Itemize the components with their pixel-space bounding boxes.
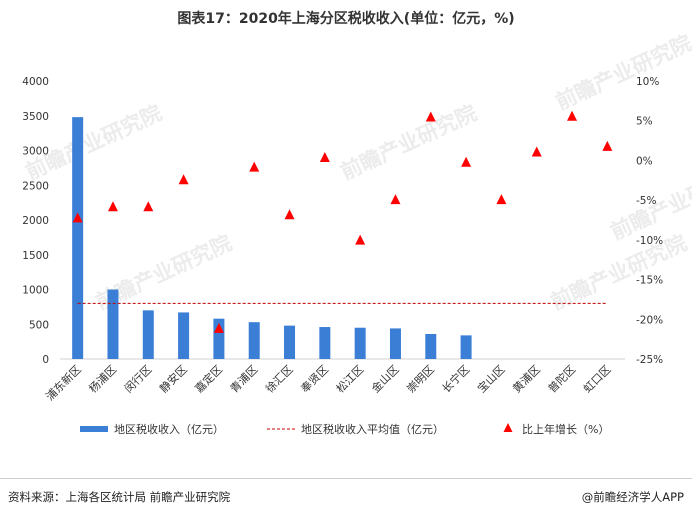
- growth-marker-11: [425, 111, 436, 122]
- y-right-tick-label: 0%: [636, 155, 653, 167]
- legend-growth-label: 比上年增长（%）: [522, 422, 609, 436]
- category-label: 金山区: [368, 362, 401, 395]
- bar-7: [284, 325, 296, 359]
- y-right-tick-label: -20%: [636, 314, 663, 326]
- bar-10: [389, 328, 401, 359]
- y-left-tick-label: 0: [42, 354, 49, 366]
- source-note: 资料来源：上海各区统计局 前瞻产业研究院: [8, 490, 231, 504]
- category-label: 长宁区: [439, 362, 472, 395]
- bar-2: [107, 289, 119, 359]
- growth-marker-14: [531, 146, 542, 157]
- bar-8: [319, 327, 331, 359]
- y-right-tick-label: 5%: [636, 116, 653, 128]
- category-label: 崇明区: [404, 363, 437, 396]
- growth-marker-5: [213, 322, 224, 333]
- y-right-tick-label: -5%: [636, 195, 656, 207]
- category-label: 静安区: [156, 362, 189, 395]
- growth-marker-16: [602, 140, 613, 151]
- category-label: 杨浦区: [86, 362, 119, 395]
- growth-marker-8: [319, 152, 330, 163]
- brand-credit: @前瞻经济学人APP: [581, 490, 684, 504]
- category-label: 浦东新区: [43, 362, 84, 403]
- chart-title: 图表17：2020年上海分区税收收入(单位：亿元，%): [177, 11, 515, 27]
- bar-12: [460, 335, 472, 359]
- y-right-tick-label: -15%: [636, 275, 663, 287]
- y-left-tick-label: 500: [29, 319, 49, 331]
- growth-marker-4: [178, 174, 189, 185]
- growth-marker-3: [143, 201, 154, 212]
- watermark-text: 前瞻产业研究院: [552, 31, 692, 115]
- legend-bar-label: 地区税收收入（亿元）: [114, 422, 224, 436]
- category-label: 青浦区: [228, 363, 261, 396]
- y-left-tick-label: 3500: [22, 111, 49, 123]
- legend-bar-swatch: [80, 426, 108, 432]
- category-label: 徐汇区: [262, 362, 295, 395]
- bar-3: [142, 310, 154, 359]
- y-left-tick-label: 1500: [22, 250, 49, 262]
- bar-9: [354, 327, 366, 359]
- footer-divider: [0, 478, 692, 479]
- bar-6: [248, 322, 260, 359]
- bar-5: [213, 318, 225, 359]
- growth-marker-1: [72, 212, 83, 223]
- category-label: 黄浦区: [510, 362, 543, 395]
- y-right-tick-label: 10%: [636, 76, 659, 88]
- category-label: 闵行区: [121, 362, 154, 395]
- category-label: 松江区: [333, 362, 366, 395]
- bar-1: [72, 117, 84, 359]
- legend-average-label: 地区税收收入平均值（亿元）: [301, 422, 444, 436]
- y-right-tick-label: -25%: [636, 354, 663, 366]
- y-right-tick-label: -10%: [636, 235, 663, 247]
- growth-marker-9: [355, 234, 366, 245]
- y-left-tick-label: 1000: [22, 285, 49, 297]
- category-label: 普陀区: [545, 362, 578, 395]
- y-left-tick-label: 4000: [22, 76, 49, 88]
- watermark-text: 前瞻产业研究院: [337, 101, 480, 185]
- category-label: 虹口区: [581, 363, 614, 396]
- legend-growth-swatch: [503, 423, 513, 432]
- y-left-tick-label: 3000: [22, 146, 49, 158]
- y-left-tick-label: 2000: [22, 215, 49, 227]
- growth-marker-10: [390, 194, 401, 205]
- category-label: 嘉定区: [192, 362, 225, 395]
- growth-marker-6: [249, 161, 260, 172]
- y-left-tick-label: 2500: [22, 180, 49, 192]
- bar-4: [178, 312, 190, 359]
- category-label: 宝山区: [474, 362, 507, 395]
- growth-marker-13: [496, 194, 507, 205]
- category-label: 奉贤区: [298, 362, 331, 395]
- growth-marker-2: [107, 201, 118, 212]
- bar-11: [425, 333, 437, 359]
- growth-marker-15: [567, 110, 578, 121]
- growth-marker-7: [284, 209, 295, 220]
- growth-marker-12: [461, 156, 472, 167]
